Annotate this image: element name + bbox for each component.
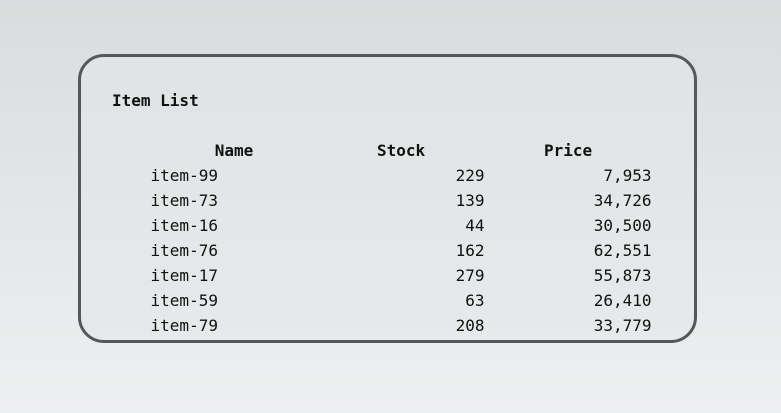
item-name: item-73 <box>150 191 218 210</box>
item-list-panel <box>78 54 697 343</box>
table-row: item-79 208 33,779 <box>112 288 652 335</box>
item-price: 34,726 <box>593 191 652 210</box>
item-stock: 279 <box>455 266 485 285</box>
item-stock: 208 <box>455 316 485 335</box>
table-row: item-16 44 30,500 <box>112 188 652 235</box>
column-header-stock: Stock <box>376 141 426 160</box>
item-stock: 139 <box>455 191 485 210</box>
table-row: item-17 279 55,873 <box>112 238 652 285</box>
item-list-table: Item List Name Stock Price item-99 229 7,953… <box>112 88 652 335</box>
column-header-name: Name <box>214 141 254 160</box>
table-row: item-59 63 26,410 <box>112 263 652 310</box>
table-header: Name Stock Price <box>112 113 652 160</box>
table-row: item-73 139 34,726 <box>112 163 652 210</box>
item-stock: 63 <box>465 291 485 310</box>
item-stock: 229 <box>455 166 485 185</box>
item-list-title: Item List <box>112 91 199 110</box>
item-stock: 162 <box>455 241 485 260</box>
item-name: item-79 <box>150 316 218 335</box>
item-price: 33,779 <box>593 316 652 335</box>
item-price: 30,500 <box>593 216 652 235</box>
item-name: item-17 <box>150 266 218 285</box>
item-name: item-76 <box>150 241 218 260</box>
item-price: 55,873 <box>593 266 652 285</box>
item-name: item-99 <box>150 166 218 185</box>
table-row: item-76 162 62,551 <box>112 213 652 260</box>
item-price: 26,410 <box>593 291 652 310</box>
item-price: 62,551 <box>593 241 652 260</box>
item-name: item-16 <box>150 216 218 235</box>
item-price: 7,953 <box>603 166 652 185</box>
item-name: item-59 <box>150 291 218 310</box>
column-header-price: Price <box>543 141 593 160</box>
item-stock: 44 <box>465 216 485 235</box>
table-row: item-99 229 7,953 <box>112 138 652 185</box>
